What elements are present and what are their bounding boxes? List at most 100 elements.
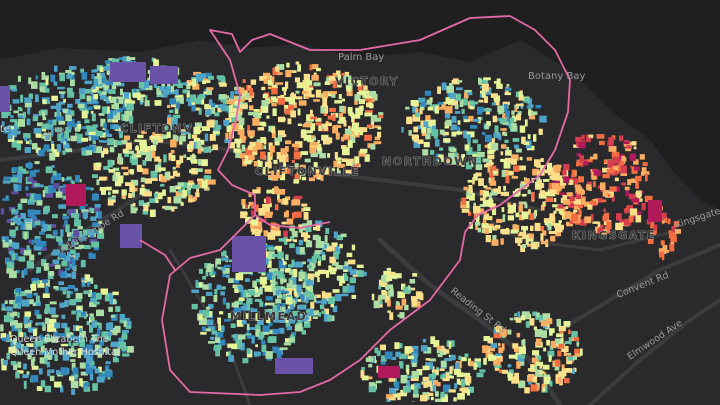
building xyxy=(440,391,445,398)
building xyxy=(456,378,461,385)
building xyxy=(84,80,93,85)
building xyxy=(96,309,104,317)
building xyxy=(252,189,261,194)
building xyxy=(472,139,478,144)
building xyxy=(60,93,65,99)
building xyxy=(42,279,48,284)
building xyxy=(412,348,419,357)
building xyxy=(67,92,75,98)
building xyxy=(171,206,175,212)
building xyxy=(142,159,147,166)
building xyxy=(511,123,517,131)
building xyxy=(5,195,9,201)
building xyxy=(347,107,353,114)
building xyxy=(100,72,105,78)
building xyxy=(596,134,605,139)
building xyxy=(79,331,86,337)
building xyxy=(31,283,37,291)
building xyxy=(320,107,326,114)
building xyxy=(429,104,435,109)
building xyxy=(351,116,355,123)
building xyxy=(84,89,91,94)
building xyxy=(555,359,560,367)
building xyxy=(530,111,538,116)
building xyxy=(238,334,246,340)
building xyxy=(285,210,289,216)
building xyxy=(66,333,71,338)
building xyxy=(270,275,275,281)
building xyxy=(18,166,23,172)
building xyxy=(667,218,671,223)
building xyxy=(217,317,221,324)
building xyxy=(270,227,275,233)
building xyxy=(348,140,352,144)
building xyxy=(563,352,567,357)
building xyxy=(477,151,485,158)
building xyxy=(477,227,482,233)
building xyxy=(77,120,81,126)
building xyxy=(103,84,110,88)
building xyxy=(235,100,239,106)
building xyxy=(9,300,17,305)
building xyxy=(185,82,193,86)
building xyxy=(90,235,95,238)
building xyxy=(250,146,258,152)
building xyxy=(623,208,629,214)
building xyxy=(81,137,88,142)
building xyxy=(411,300,417,307)
building xyxy=(286,291,289,296)
building xyxy=(66,73,72,79)
building xyxy=(302,282,307,288)
building xyxy=(347,80,355,84)
building xyxy=(329,91,337,95)
building xyxy=(574,353,581,357)
building xyxy=(81,278,89,283)
building xyxy=(280,148,288,155)
building xyxy=(590,200,597,205)
building xyxy=(53,324,57,332)
building xyxy=(563,321,571,327)
building xyxy=(568,179,574,185)
building xyxy=(367,143,373,149)
building xyxy=(280,278,287,283)
building xyxy=(401,283,406,290)
building xyxy=(81,71,88,80)
building xyxy=(481,91,486,98)
road-convent xyxy=(558,243,720,332)
building xyxy=(518,94,524,101)
building xyxy=(3,176,11,180)
building xyxy=(66,148,73,153)
building xyxy=(162,89,170,95)
building xyxy=(369,91,376,97)
building xyxy=(280,319,285,323)
building xyxy=(489,180,497,186)
building xyxy=(266,196,271,204)
building xyxy=(10,222,15,226)
building xyxy=(89,277,94,284)
building xyxy=(109,298,113,305)
building xyxy=(511,110,515,115)
building xyxy=(61,261,68,267)
building xyxy=(568,329,571,335)
building xyxy=(525,178,530,185)
building xyxy=(293,151,301,160)
building xyxy=(208,75,214,80)
building xyxy=(466,147,473,155)
building xyxy=(152,132,155,136)
building xyxy=(71,271,77,279)
building xyxy=(458,355,462,360)
building xyxy=(549,328,555,334)
building xyxy=(1,110,9,119)
building xyxy=(445,372,450,379)
building xyxy=(268,336,277,343)
building xyxy=(300,247,305,254)
building xyxy=(20,344,24,351)
building xyxy=(410,100,419,106)
building xyxy=(348,266,352,272)
building xyxy=(99,343,102,348)
building xyxy=(146,201,150,207)
building xyxy=(420,345,428,352)
building xyxy=(103,166,110,170)
building xyxy=(495,354,502,362)
